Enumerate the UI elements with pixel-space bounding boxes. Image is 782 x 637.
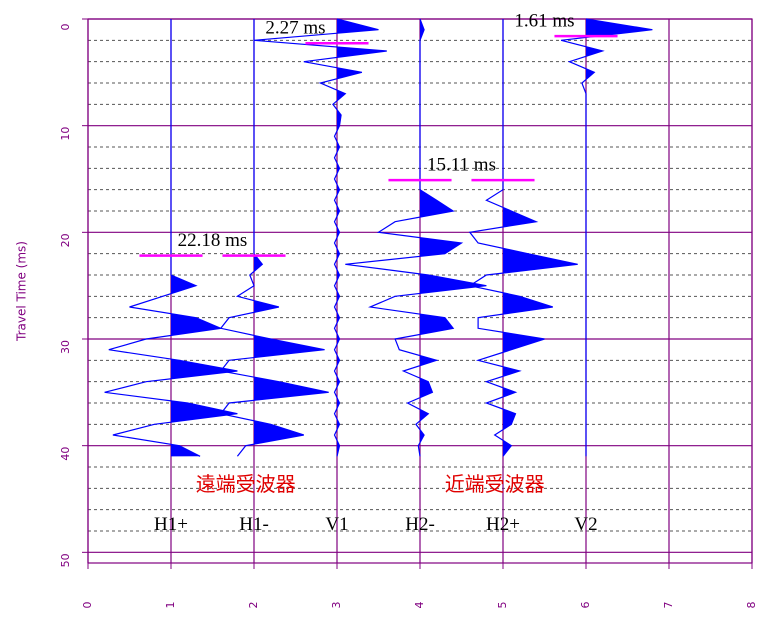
y-tick-label: 20 [59, 233, 72, 247]
trace [345, 18, 487, 457]
y-tick-label: 30 [59, 340, 72, 354]
pick-label: 22.18 ms [178, 230, 248, 251]
trace-fill [586, 19, 653, 457]
x-tick-label: 8 [745, 602, 758, 609]
y-tick-label: 10 [59, 127, 72, 141]
trace-label: H2- [405, 514, 435, 535]
x-tick-label: 7 [662, 602, 675, 609]
x-tick-label: 3 [330, 602, 343, 609]
group-label: 近端受波器 [445, 473, 545, 496]
trace [560, 18, 653, 457]
trace [468, 19, 578, 457]
y-axis-label: Travel Time (ms) [15, 241, 29, 342]
x-tick-label: 0 [81, 602, 94, 609]
trace-label: V2 [574, 514, 597, 535]
x-tick-label: 2 [247, 602, 260, 609]
trace [253, 18, 387, 457]
trace-label: H1+ [154, 514, 188, 535]
trace-label: H2+ [486, 514, 520, 535]
trace [104, 19, 238, 457]
y-tick-label: 0 [59, 24, 72, 31]
x-tick-label: 1 [164, 602, 177, 609]
x-tick-label: 6 [579, 602, 592, 609]
x-tick-label: 5 [496, 602, 509, 609]
group-label: 遠端受波器 [196, 473, 296, 496]
trace [219, 19, 329, 457]
pick-label: 1.61 ms [514, 11, 574, 32]
x-tick-label: 4 [413, 602, 426, 609]
trace-label: V1 [325, 514, 348, 535]
trace-fill [503, 19, 578, 457]
pick-label: 15.11 ms [427, 155, 496, 176]
pick-label: 2.27 ms [265, 18, 325, 39]
y-tick-label: 50 [59, 553, 72, 567]
y-tick-label: 40 [59, 447, 72, 461]
trace-label: H1- [239, 514, 269, 535]
